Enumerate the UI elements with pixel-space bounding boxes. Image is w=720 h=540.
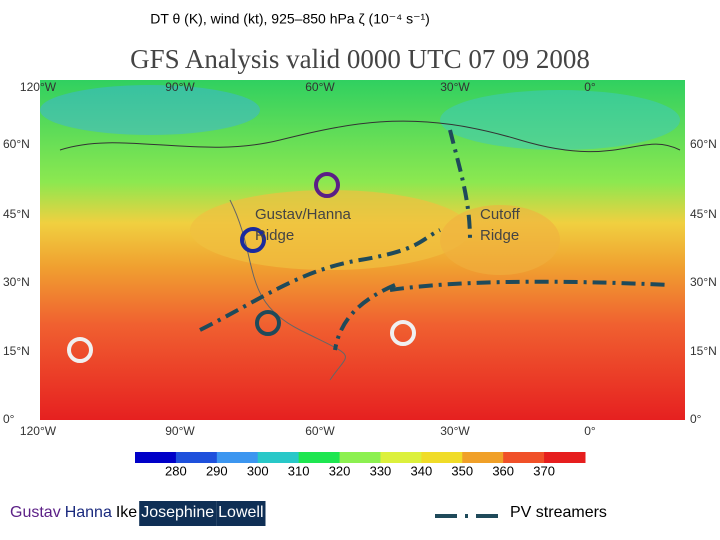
colorbar-segment: [175, 452, 218, 463]
lat-label: 0°: [3, 412, 15, 426]
colorbar-label: 340: [411, 463, 433, 478]
lat-label: 15°N: [690, 344, 717, 358]
colorbar-label: 330: [370, 463, 392, 478]
colorbar-segment: [544, 452, 586, 463]
colorbar-label: 310: [288, 463, 310, 478]
lat-label: 0°: [690, 412, 702, 426]
lon-label: 90°W: [165, 80, 195, 94]
lon-label: 60°W: [305, 80, 335, 94]
colorbar-segment: [503, 452, 545, 463]
storm-circle: [67, 337, 93, 363]
colorbar-segment: [135, 452, 177, 463]
pv-label: PV streamers: [510, 504, 607, 521]
colorbar-segment: [462, 452, 504, 463]
colorbar-segment: [257, 452, 300, 463]
lon-label: 0°: [584, 80, 596, 94]
lat-label: 45°N: [690, 207, 717, 221]
annotation: Cutoff: [480, 206, 521, 223]
colorbar-segment: [298, 452, 341, 463]
map: [40, 80, 685, 420]
storm-name: Ike: [116, 504, 137, 521]
lat-label: 30°N: [3, 275, 30, 289]
lat-label: 15°N: [3, 344, 30, 358]
colorbar-segment: [380, 452, 422, 463]
storm-circle: [390, 320, 416, 346]
colorbar-label: 360: [492, 463, 514, 478]
storm-name: Hanna: [65, 504, 112, 521]
colorbar-label: 300: [247, 463, 269, 478]
colorbar-label: 290: [206, 463, 228, 478]
colorbar-segment: [421, 452, 463, 463]
storm-name: Gustav: [10, 504, 61, 521]
lat-label: 60°N: [3, 137, 30, 151]
lat-label: 30°N: [690, 275, 717, 289]
annotation: Gustav/Hanna: [255, 206, 352, 223]
coastline: [229, 199, 346, 381]
annotation: Ridge: [480, 227, 519, 244]
storm-name: Lowell: [218, 504, 263, 521]
coastline: [59, 120, 681, 153]
pv-streamer: [448, 129, 472, 241]
storm-circle: [255, 310, 281, 336]
lat-label: 45°N: [3, 207, 30, 221]
colorbar-label: 280: [165, 463, 187, 478]
lat-label: 60°N: [690, 137, 717, 151]
colorbar-segment: [216, 452, 259, 463]
lon-label: 90°W: [165, 424, 195, 438]
colorbar-segment: [339, 452, 381, 463]
cool-air: [440, 90, 680, 150]
pv-streamer: [389, 279, 671, 292]
colorbar-label: 350: [451, 463, 473, 478]
storm-name-bg: [139, 501, 217, 526]
cool-air: [40, 85, 260, 135]
lon-label: 120°W: [20, 80, 57, 94]
colorbar-label: 370: [533, 463, 555, 478]
lon-label: 30°W: [440, 80, 470, 94]
pv-streamer: [333, 283, 396, 351]
map-title: GFS Analysis valid 0000 UTC 07 09 2008: [130, 44, 590, 74]
annotation: Ridge: [255, 227, 294, 244]
storm-name: Josephine: [141, 504, 214, 521]
pv-streamer: [199, 228, 441, 332]
storm-circle: [240, 227, 266, 253]
lon-label: 120°W: [20, 424, 57, 438]
lon-label: 0°: [584, 424, 596, 438]
lon-label: 60°W: [305, 424, 335, 438]
header-title: DT θ (K), wind (kt), 925–850 hPa ζ (10⁻⁴…: [150, 11, 430, 27]
colorbar-label: 320: [329, 463, 351, 478]
storm-circle: [314, 172, 340, 198]
storm-name-bg: [216, 501, 266, 526]
lon-label: 30°W: [440, 424, 470, 438]
warm-ridge: [190, 190, 470, 270]
